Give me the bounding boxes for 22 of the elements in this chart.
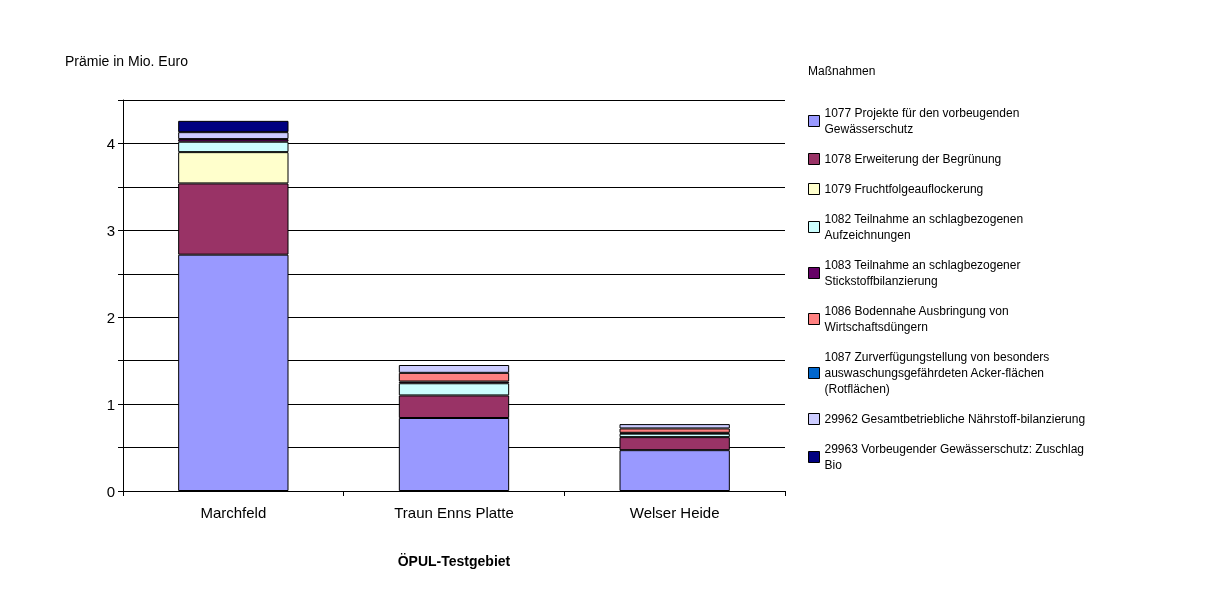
legend-label: 29962 Gesamtbetriebliche Nährstoff-bilanzierung [824,412,1086,426]
y-tick-label: 3 [106,221,115,239]
y-tick-label: 1 [106,395,115,413]
legend-label: 1087 Zurverfügungstellung von besonders auswaschungsgefährdeten Acker-flächen (Rotflächen) [824,350,1053,396]
bar [619,428,730,433]
legend-label: 1086 Bodennahe Ausbringung von Wirtschaftsdüngern [824,304,1012,334]
legend-title: Maßnahmen [808,64,876,78]
legend-label: 1079 Fruchtfolgeauflockerung [824,182,984,196]
bar [619,424,730,429]
legend-label: 1083 Teilnahme an schlagbezogener Stickstoffbilanzierung [824,258,1024,288]
legend-label: 29963 Vorbeugender Gewässerschutz: Zuschlag Bio [824,442,1088,472]
legend-label: 1078 Erweiterung der Begrünung [824,152,1002,166]
y-axis-title: Prämie in Mio. Euro [65,53,189,69]
x-tick-label: Marchfeld [200,504,267,521]
x-tick-label: Traun Enns Platte [394,504,514,521]
y-tick-label: 4 [106,134,115,152]
legend-label: 1077 Projekte für den vorbeugenden Gewässerschutz [824,106,1023,136]
x-tick-label: Welser Heide [629,504,720,521]
x-axis-title: ÖPUL-Testgebiet [397,553,511,569]
y-tick-label: 2 [106,308,115,326]
legend-label: 1082 Teilnahme an schlagbezogenen Aufzeichnungen [824,212,1027,242]
y-tick-label: 0 [106,482,115,500]
